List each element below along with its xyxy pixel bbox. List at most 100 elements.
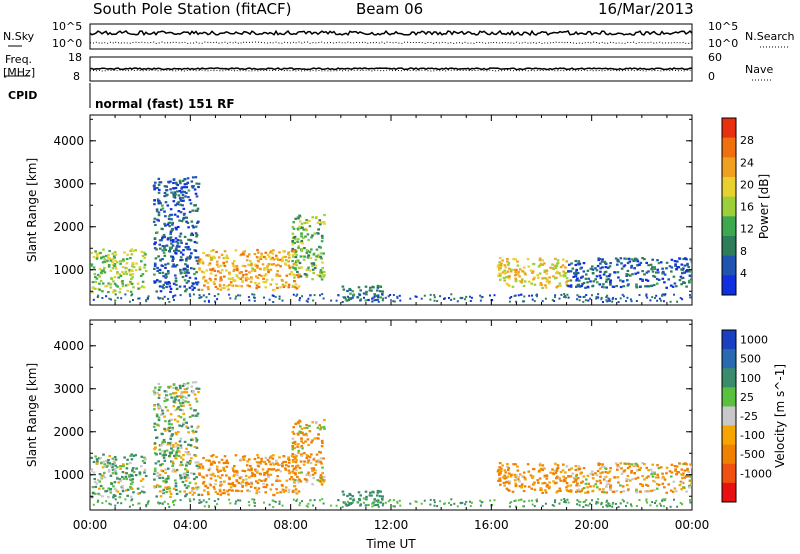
echo-cell (268, 255, 271, 258)
echo-cell (296, 475, 299, 479)
echo-cell (314, 469, 318, 472)
echo-cell (655, 482, 659, 486)
echo-cell (131, 467, 135, 470)
echo-cell (219, 271, 222, 274)
echo-cell (241, 481, 244, 484)
echo-cell (153, 247, 157, 250)
echo-cell (433, 499, 436, 502)
echo-cell (170, 451, 173, 454)
echo-cell (161, 440, 165, 443)
echo-cell (192, 282, 195, 285)
echo-cell (240, 285, 243, 288)
echo-cell (503, 269, 506, 272)
station-title: South Pole Station (fitACF) (93, 0, 292, 18)
echo-cell (429, 298, 432, 301)
echo-cell (143, 251, 146, 254)
echo-cell (652, 284, 656, 287)
echo-cell (153, 264, 157, 268)
echo-cell (500, 262, 503, 265)
echo-cell (95, 462, 99, 465)
echo-cell (342, 501, 345, 504)
echo-cell (195, 235, 198, 238)
echo-cell (581, 487, 584, 491)
echo-cell (153, 186, 156, 189)
echo-cell (320, 234, 324, 237)
noise-tick-hi-right: 10^5 (708, 20, 739, 33)
echo-cell (194, 225, 198, 228)
echo-cell (206, 486, 210, 489)
echo-cell (690, 274, 692, 277)
echo-cell (609, 467, 612, 470)
echo-cell (188, 462, 191, 465)
echo-cell (376, 286, 380, 289)
echo-cell (597, 501, 600, 504)
echo-cell (269, 283, 273, 286)
echo-cell (156, 266, 159, 270)
echo-cell (267, 263, 271, 266)
echo-cell (102, 453, 105, 456)
echo-cell (514, 485, 518, 488)
echo-cell (195, 464, 199, 467)
echo-cell (365, 290, 368, 293)
echo-cell (305, 251, 309, 254)
echo-cell (317, 256, 321, 259)
echo-cell (415, 295, 418, 298)
echo-cell (313, 472, 317, 475)
echo-cell (109, 269, 113, 272)
echo-cell (555, 286, 558, 289)
echo-cell (198, 297, 201, 299)
echo-cell (381, 293, 384, 296)
echo-cell (351, 296, 354, 299)
echo-cell (299, 446, 302, 449)
echo-cell (182, 199, 185, 202)
echo-cell (290, 455, 294, 458)
echo-cell (171, 244, 175, 247)
echo-cell (653, 472, 656, 475)
echo-cell (510, 473, 513, 476)
echo-cell (628, 274, 632, 277)
echo-cell (191, 209, 194, 212)
echo-cell (188, 248, 192, 251)
echo-cell (271, 252, 275, 255)
echo-cell (392, 505, 395, 508)
echo-cell (319, 451, 322, 454)
echo-cell (378, 495, 382, 498)
echo-cell (181, 395, 184, 398)
echo-cell (291, 470, 295, 473)
echo-cell (177, 430, 180, 434)
echo-cell (304, 432, 308, 435)
echo-cell (683, 271, 686, 274)
echo-cell (256, 248, 259, 252)
echo-cell (479, 499, 482, 502)
echo-cell (179, 251, 183, 254)
echo-cell (164, 486, 167, 489)
echo-cell (129, 454, 132, 457)
echo-cell (196, 486, 200, 489)
echo-cell (523, 477, 527, 480)
echo-cell (574, 263, 578, 267)
echo-cell (184, 479, 188, 482)
echo-cell (518, 485, 522, 488)
echo-cell (616, 468, 619, 471)
echo-cell (517, 273, 520, 276)
echo-cell (176, 215, 180, 218)
echo-cell (158, 181, 161, 184)
echo-cell (165, 390, 168, 393)
echo-cell (128, 268, 131, 272)
echo-cell (318, 479, 322, 483)
echo-cell (372, 501, 375, 504)
echo-cell (108, 454, 111, 458)
echo-cell (266, 265, 269, 268)
echo-cell (213, 474, 217, 477)
echo-cell (345, 299, 349, 302)
echo-cell (189, 438, 193, 442)
echo-cell (182, 412, 186, 415)
echo-cell (246, 255, 249, 258)
echo-cell (107, 265, 111, 268)
echo-cell (284, 263, 288, 266)
echo-cell (185, 493, 188, 496)
echo-cell (547, 487, 551, 490)
echo-cell (158, 393, 161, 396)
y-axis-label: Slant Range [km] (25, 363, 39, 467)
echo-cell (303, 452, 306, 455)
